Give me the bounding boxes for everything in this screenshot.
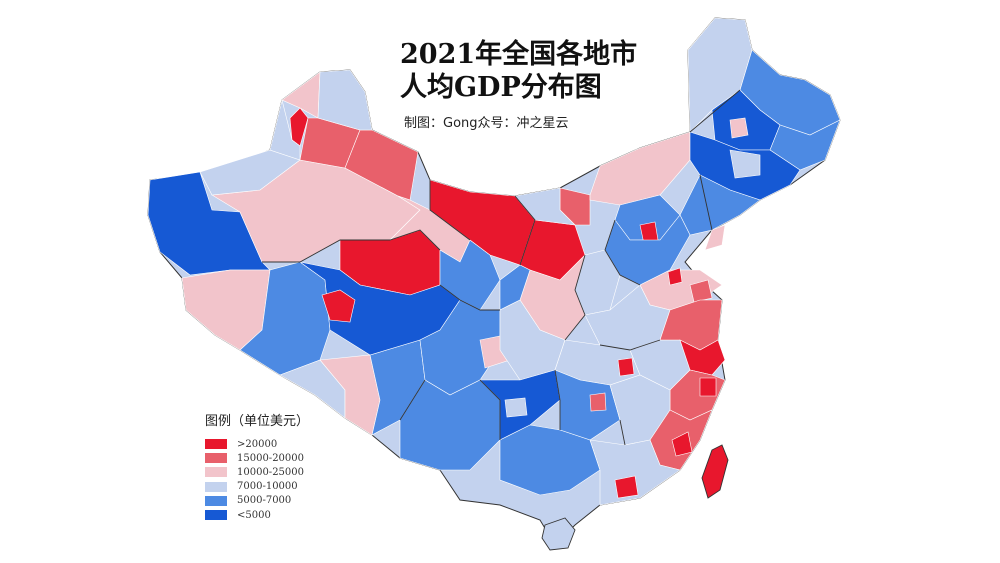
- region-xiamen: [671, 431, 693, 457]
- region-daqing: [729, 117, 749, 139]
- region-yushu: [321, 289, 356, 323]
- legend-title: 图例（单位美元）: [205, 414, 310, 429]
- region-changsha: [589, 392, 607, 412]
- region-taiwan: [701, 444, 729, 499]
- region-wuhan: [617, 357, 635, 377]
- map-title-line2: 人均GDP分布图: [400, 72, 602, 103]
- region-hainan: [541, 517, 576, 551]
- legend-item: <5000: [205, 508, 309, 522]
- region-dongying: [667, 267, 683, 286]
- legend-swatch: [205, 510, 227, 521]
- region-tacheng: [269, 99, 301, 161]
- region-liaoning: [679, 174, 761, 236]
- region-ningxia: [499, 264, 531, 311]
- region-shenzhen-guangzhou: [614, 475, 639, 499]
- legend-label: 15000-20000: [237, 452, 305, 464]
- legend-swatch: [205, 439, 227, 450]
- region-guangdong: [589, 439, 681, 506]
- region-ili: [199, 149, 301, 196]
- province-borders: [262, 89, 741, 446]
- region-guiyang: [504, 397, 528, 418]
- legend-item: 10000-25000: [205, 465, 309, 479]
- region-karamay: [289, 107, 309, 147]
- legend-item: 15000-20000: [205, 451, 309, 465]
- legend-swatch: [205, 495, 227, 506]
- title-block: 2021年全国各地市 人均GDP分布图 制图：Gong众号：冲之星云: [400, 38, 637, 131]
- legend-label: >20000: [237, 438, 278, 450]
- legend-swatch: [205, 453, 227, 464]
- region-qingdao: [689, 279, 713, 303]
- legend-item: 7000-10000: [205, 480, 309, 494]
- legend: 图例（单位美元） >20000 15000-20000 10000-25000 …: [205, 410, 309, 522]
- region-ningbo: [699, 377, 717, 397]
- legend-label: <5000: [237, 509, 271, 521]
- legend-label: 10000-25000: [237, 466, 305, 478]
- legend-label: 7000-10000: [237, 481, 298, 493]
- map-subtitle: 制图：Gong众号：冲之星云: [404, 116, 569, 131]
- region-turpan: [317, 69, 373, 131]
- region-dalian: [704, 224, 726, 251]
- legend-item: >20000: [205, 437, 309, 451]
- map-title-line1: 2021年全国各地市: [400, 39, 638, 70]
- region-changchun: [729, 149, 761, 179]
- legend-item: 5000-7000: [205, 494, 309, 508]
- legend-swatch: [205, 467, 227, 478]
- legend-swatch: [205, 481, 227, 492]
- legend-label: 5000-7000: [237, 495, 292, 507]
